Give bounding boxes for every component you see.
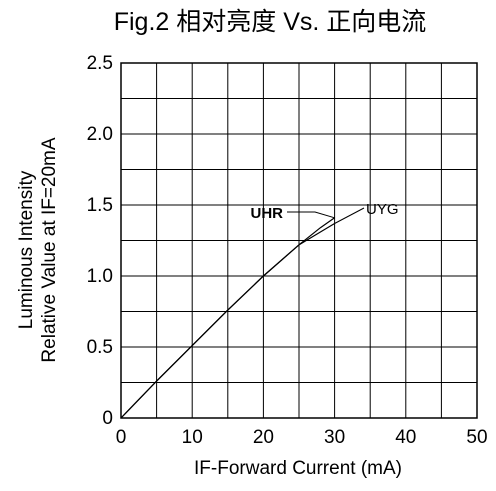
grid bbox=[120, 62, 478, 419]
x-tick-label: 30 bbox=[324, 427, 345, 448]
x-tick-label: 40 bbox=[395, 427, 416, 448]
y-axis-title-line-1: Luminous Intensity bbox=[16, 170, 37, 329]
series-layer bbox=[120, 217, 335, 419]
y-tick-label: 1.5 bbox=[87, 195, 113, 216]
y-tick-labels: 0 0.5 1.0 1.5 2.0 2.5 bbox=[87, 53, 113, 429]
chart-title: Fig.2 相对亮度 Vs. 正向电流 bbox=[114, 8, 427, 36]
y-axis-title-line-2: Relative Value at IF=20mA bbox=[39, 137, 60, 362]
annotation-label-uyg: UYG bbox=[366, 201, 399, 218]
y-axis-title: Luminous Intensity Relative Value at IF=… bbox=[16, 137, 60, 362]
x-tick-label: 10 bbox=[182, 427, 203, 448]
y-tick-label: 2.0 bbox=[87, 124, 113, 145]
y-tick-label: 1.0 bbox=[87, 266, 113, 287]
x-tick-label: 50 bbox=[466, 427, 487, 448]
x-tick-labels: 0 10 20 30 40 50 bbox=[116, 427, 488, 448]
annotations: UHR UYG bbox=[251, 201, 399, 224]
x-tick-label: 0 bbox=[116, 427, 127, 448]
annotation-label-uhr: UHR bbox=[251, 205, 284, 222]
x-axis-title: IF-Forward Current (mA) bbox=[194, 458, 402, 479]
plot-frame bbox=[120, 62, 478, 419]
x-tick-label: 20 bbox=[253, 427, 274, 448]
y-tick-label: 0 bbox=[102, 408, 113, 429]
annotation-leader-uhr bbox=[287, 211, 335, 219]
series-line-uyg bbox=[120, 222, 335, 419]
y-tick-label: 0.5 bbox=[87, 337, 113, 358]
annotation-leader-uyg bbox=[334, 207, 365, 224]
y-tick-label: 2.5 bbox=[87, 53, 113, 74]
